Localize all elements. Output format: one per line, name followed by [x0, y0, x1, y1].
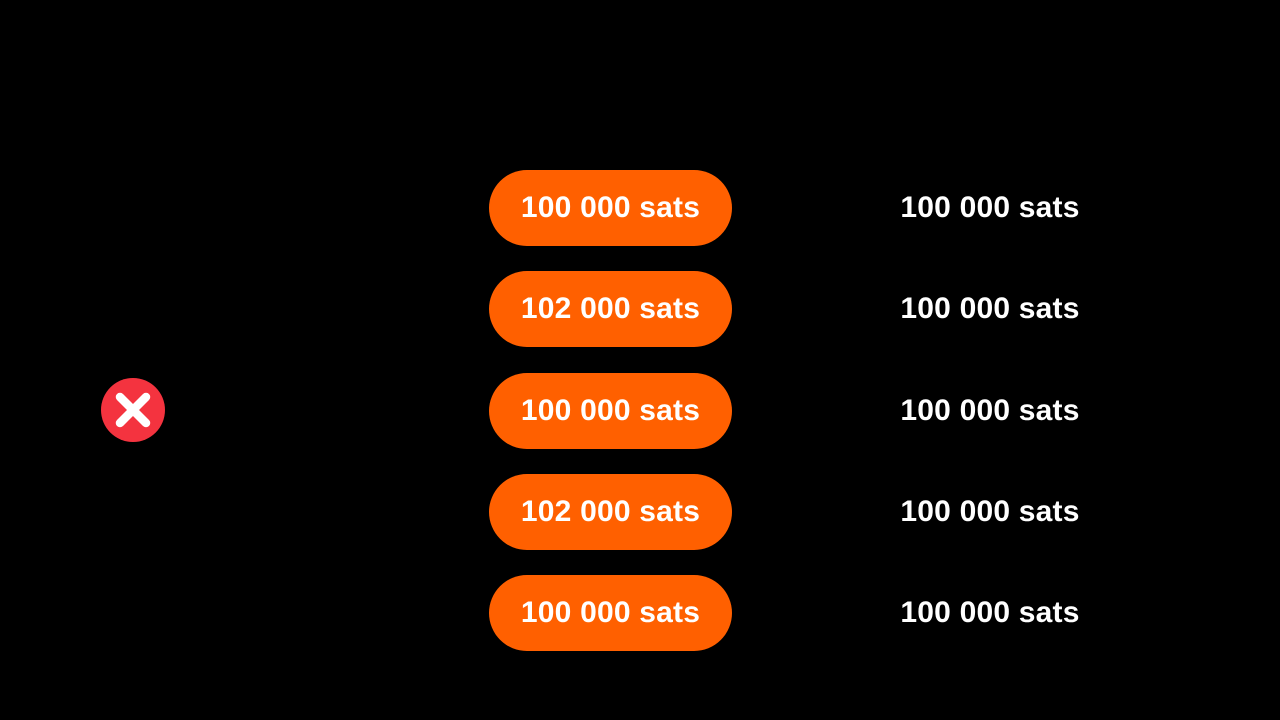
highlighted-amount: 100 000 sats	[489, 575, 732, 651]
amount-row: 100 000 sats 100 000 sats	[0, 373, 1280, 449]
reference-amount: 100 000 sats	[900, 596, 1080, 629]
amount-row: 102 000 sats 100 000 sats	[0, 474, 1280, 550]
amount-row: 100 000 sats 100 000 sats	[0, 170, 1280, 246]
amount-row: 102 000 sats 100 000 sats	[0, 271, 1280, 347]
highlighted-amount: 100 000 sats	[489, 373, 732, 449]
reference-amount: 100 000 sats	[900, 191, 1080, 224]
reference-amount: 100 000 sats	[900, 495, 1080, 528]
highlighted-amount: 100 000 sats	[489, 170, 732, 246]
reference-amount: 100 000 sats	[900, 394, 1080, 427]
cross-mark-icon	[101, 378, 165, 442]
reference-amount: 100 000 sats	[900, 292, 1080, 325]
highlighted-amount: 102 000 sats	[489, 474, 732, 550]
amount-row: 100 000 sats 100 000 sats	[0, 575, 1280, 651]
highlighted-amount: 102 000 sats	[489, 271, 732, 347]
